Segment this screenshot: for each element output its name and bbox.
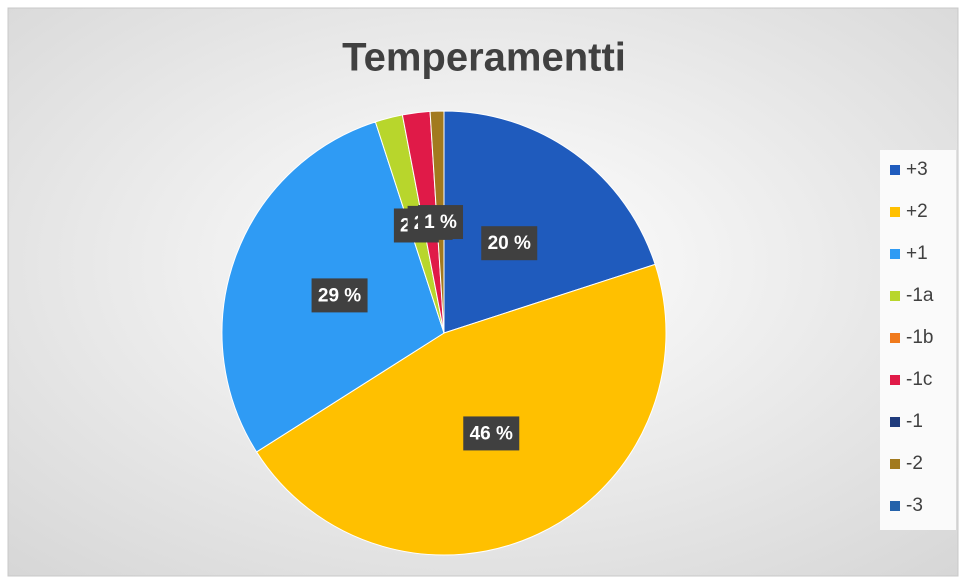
legend-label: -3 <box>906 495 923 516</box>
data-label-text: 29 % <box>318 285 361 306</box>
legend-label: +2 <box>906 201 928 222</box>
chart-title: Temperamentti <box>342 36 626 80</box>
data-label-text: 20 % <box>488 233 531 254</box>
legend-label: -1a <box>906 285 934 306</box>
data-label: 20 % <box>481 226 538 261</box>
legend-swatch <box>890 207 900 217</box>
data-label: 29 % <box>311 278 368 313</box>
legend-swatch <box>890 291 900 301</box>
legend-swatch <box>890 459 900 469</box>
data-label-text: 46 % <box>470 423 513 444</box>
legend-label: -1 <box>906 411 923 432</box>
data-label-box <box>463 416 520 451</box>
data-label-box <box>311 278 368 313</box>
legend-swatch <box>890 165 900 175</box>
data-label-text: 1 % <box>424 212 457 233</box>
legend-label: -2 <box>906 453 923 474</box>
data-label-box <box>481 226 538 261</box>
legend-swatch <box>890 333 900 343</box>
pie-slice <box>255 263 667 556</box>
legend-label: -1b <box>906 327 933 348</box>
data-label-box <box>418 205 464 240</box>
legend-label: +3 <box>906 159 928 180</box>
legend-swatch <box>890 501 900 511</box>
legend-swatch <box>890 375 900 385</box>
legend-label: +1 <box>906 243 928 264</box>
legend-swatch <box>890 249 900 259</box>
legend-label: -1c <box>906 369 932 390</box>
data-label: 1 % <box>418 205 464 240</box>
legend-swatch <box>890 417 900 427</box>
data-label: 46 % <box>463 416 520 451</box>
pie-slice <box>443 110 656 334</box>
